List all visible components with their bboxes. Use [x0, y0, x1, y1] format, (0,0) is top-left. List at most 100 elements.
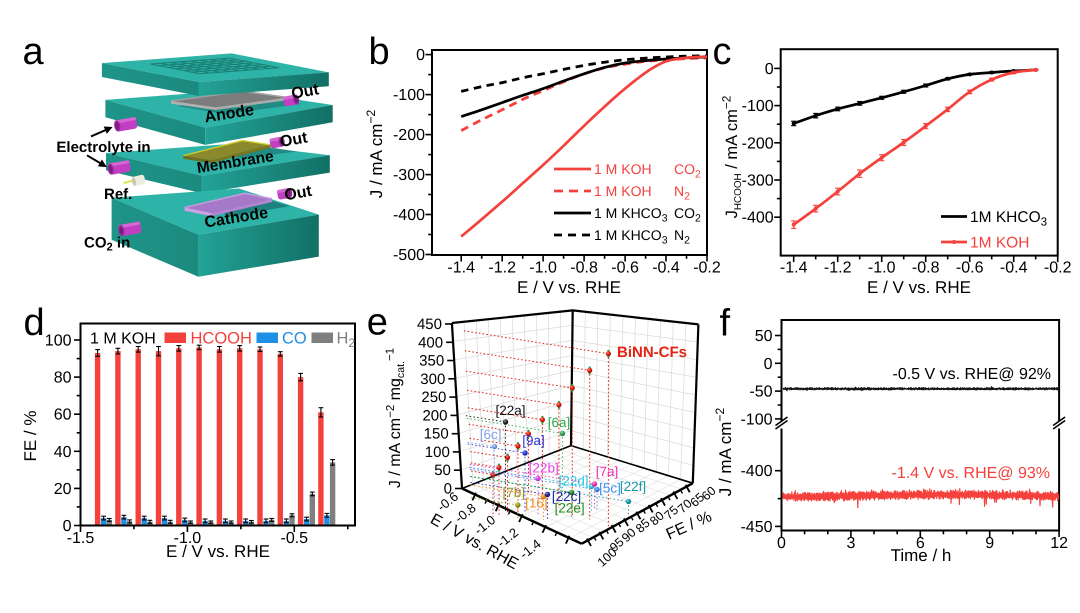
svg-text:-0.6: -0.6 [611, 260, 639, 277]
svg-text:-1.5: -1.5 [67, 530, 95, 547]
svg-text:b: b [369, 31, 390, 73]
svg-text:H2: H2 [337, 330, 356, 351]
svg-text:-0.5 V vs. RHE@ 92%: -0.5 V vs. RHE@ 92% [892, 366, 1051, 383]
svg-text:1 M KOH: 1 M KOH [90, 331, 156, 348]
svg-text:3: 3 [846, 535, 855, 552]
svg-text:-300: -300 [393, 167, 425, 184]
svg-text:-1.4: -1.4 [780, 260, 808, 277]
svg-text:[9a]: [9a] [522, 433, 545, 448]
svg-text:[22b]: [22b] [529, 460, 559, 475]
svg-text:Ref.: Ref. [104, 186, 132, 203]
svg-text:CO: CO [282, 330, 307, 348]
svg-text:1 M KHCO3: 1 M KHCO3 [594, 205, 668, 225]
svg-text:CO2 in: CO2 in [84, 235, 130, 254]
svg-text:HCOOH: HCOOH [191, 330, 252, 348]
svg-text:-0.8: -0.8 [912, 260, 940, 277]
svg-text:200: 200 [422, 407, 447, 424]
svg-text:a: a [23, 31, 45, 73]
svg-text:FE / %: FE / % [21, 410, 40, 461]
svg-text:50: 50 [755, 328, 773, 345]
svg-text:[22d]: [22d] [558, 473, 588, 488]
svg-text:40: 40 [54, 444, 72, 461]
svg-text:-0.2: -0.2 [693, 260, 721, 277]
svg-text:JHCOOH / mA cm−2: JHCOOH / mA cm−2 [720, 95, 745, 218]
svg-text:d: d [24, 302, 45, 344]
svg-text:Out: Out [290, 81, 321, 103]
svg-text:e: e [367, 302, 388, 344]
svg-text:J / mA cm−2: J / mA cm−2 [364, 110, 386, 199]
svg-text:-0.6: -0.6 [956, 260, 984, 277]
svg-text:[7a]: [7a] [596, 464, 619, 479]
svg-text:-0.4: -0.4 [1000, 260, 1028, 277]
svg-text:[22c]: [22c] [552, 489, 581, 504]
svg-text:[22f]: [22f] [620, 479, 646, 494]
svg-text:f: f [720, 303, 731, 345]
svg-text:-100: -100 [742, 98, 774, 115]
svg-text:E / V vs. RHE: E / V vs. RHE [517, 278, 621, 297]
svg-text:-1.4 V vs. RHE@ 93%: -1.4 V vs. RHE@ 93% [891, 465, 1050, 482]
svg-text:[6c]: [6c] [480, 427, 502, 442]
svg-text:BiNN-CFs: BiNN-CFs [617, 344, 687, 361]
svg-text:[5c]: [5c] [599, 481, 621, 496]
svg-text:-1.0: -1.0 [868, 260, 896, 277]
svg-text:-300: -300 [742, 173, 774, 190]
svg-text:-100: -100 [393, 87, 425, 104]
svg-text:-100: -100 [740, 411, 772, 428]
svg-text:-1.2: -1.2 [824, 260, 852, 277]
svg-text:[22a]: [22a] [495, 403, 525, 418]
svg-text:1M KOH: 1M KOH [970, 235, 1029, 252]
svg-text:0: 0 [765, 61, 774, 78]
svg-text:-400: -400 [393, 207, 425, 224]
svg-text:E / V vs. RHE: E / V vs. RHE [867, 278, 971, 297]
svg-text:0: 0 [416, 47, 425, 64]
svg-text:-1.0: -1.0 [174, 530, 202, 547]
svg-text:-1.2: -1.2 [488, 260, 516, 277]
svg-text:-0.4: -0.4 [652, 260, 680, 277]
svg-text:0: 0 [444, 481, 452, 498]
svg-text:E / V vs. RHE: E / V vs. RHE [166, 542, 270, 561]
svg-text:12: 12 [1050, 535, 1068, 552]
svg-text:[6a]: [6a] [548, 415, 571, 430]
svg-text:-0.2: -0.2 [1044, 260, 1072, 277]
svg-text:Electrolyte in: Electrolyte in [56, 139, 150, 156]
svg-text:0: 0 [63, 518, 72, 535]
svg-text:0: 0 [764, 356, 773, 373]
svg-text:300: 300 [420, 371, 445, 388]
svg-text:400: 400 [418, 334, 443, 351]
svg-text:J / mA cm−2: J / mA cm−2 [713, 408, 735, 497]
svg-text:100: 100 [425, 444, 450, 461]
svg-text:100: 100 [45, 333, 72, 350]
svg-text:CO2: CO2 [674, 205, 701, 225]
svg-text:1 M KHCO3: 1 M KHCO3 [594, 227, 668, 247]
svg-text:0: 0 [777, 535, 786, 552]
svg-text:-0.8: -0.8 [570, 260, 598, 277]
svg-text:CO2: CO2 [674, 161, 701, 181]
svg-text:c: c [713, 31, 732, 73]
svg-text:-500: -500 [393, 247, 425, 264]
svg-text:-200: -200 [393, 127, 425, 144]
svg-text:Out: Out [279, 129, 310, 151]
svg-text:50: 50 [434, 462, 451, 479]
svg-text:Time / h: Time / h [891, 546, 952, 565]
svg-text:1 M KOH: 1 M KOH [594, 183, 652, 199]
svg-text:N2: N2 [674, 183, 690, 203]
svg-text:1M KHCO3: 1M KHCO3 [970, 209, 1047, 229]
svg-text:350: 350 [419, 353, 444, 370]
svg-text:J / mA cm−2 mgcat.−1: J / mA cm−2 mgcat.−1 [385, 348, 408, 488]
svg-text:-1.0: -1.0 [529, 260, 557, 277]
svg-text:80: 80 [54, 370, 72, 387]
svg-text:-400: -400 [740, 463, 772, 480]
svg-text:-400: -400 [742, 210, 774, 227]
svg-text:6: 6 [916, 535, 925, 552]
svg-text:20: 20 [54, 481, 72, 498]
svg-text:-1.4: -1.4 [447, 260, 475, 277]
svg-text:N2: N2 [674, 227, 690, 247]
svg-text:150: 150 [424, 426, 449, 443]
svg-text:-50: -50 [749, 384, 772, 401]
svg-text:9: 9 [985, 535, 994, 552]
svg-text:-200: -200 [742, 135, 774, 152]
svg-text:Out: Out [283, 183, 314, 205]
svg-text:[7b]: [7b] [503, 485, 526, 500]
svg-text:250: 250 [421, 389, 446, 406]
svg-text:-0.5: -0.5 [281, 530, 309, 547]
